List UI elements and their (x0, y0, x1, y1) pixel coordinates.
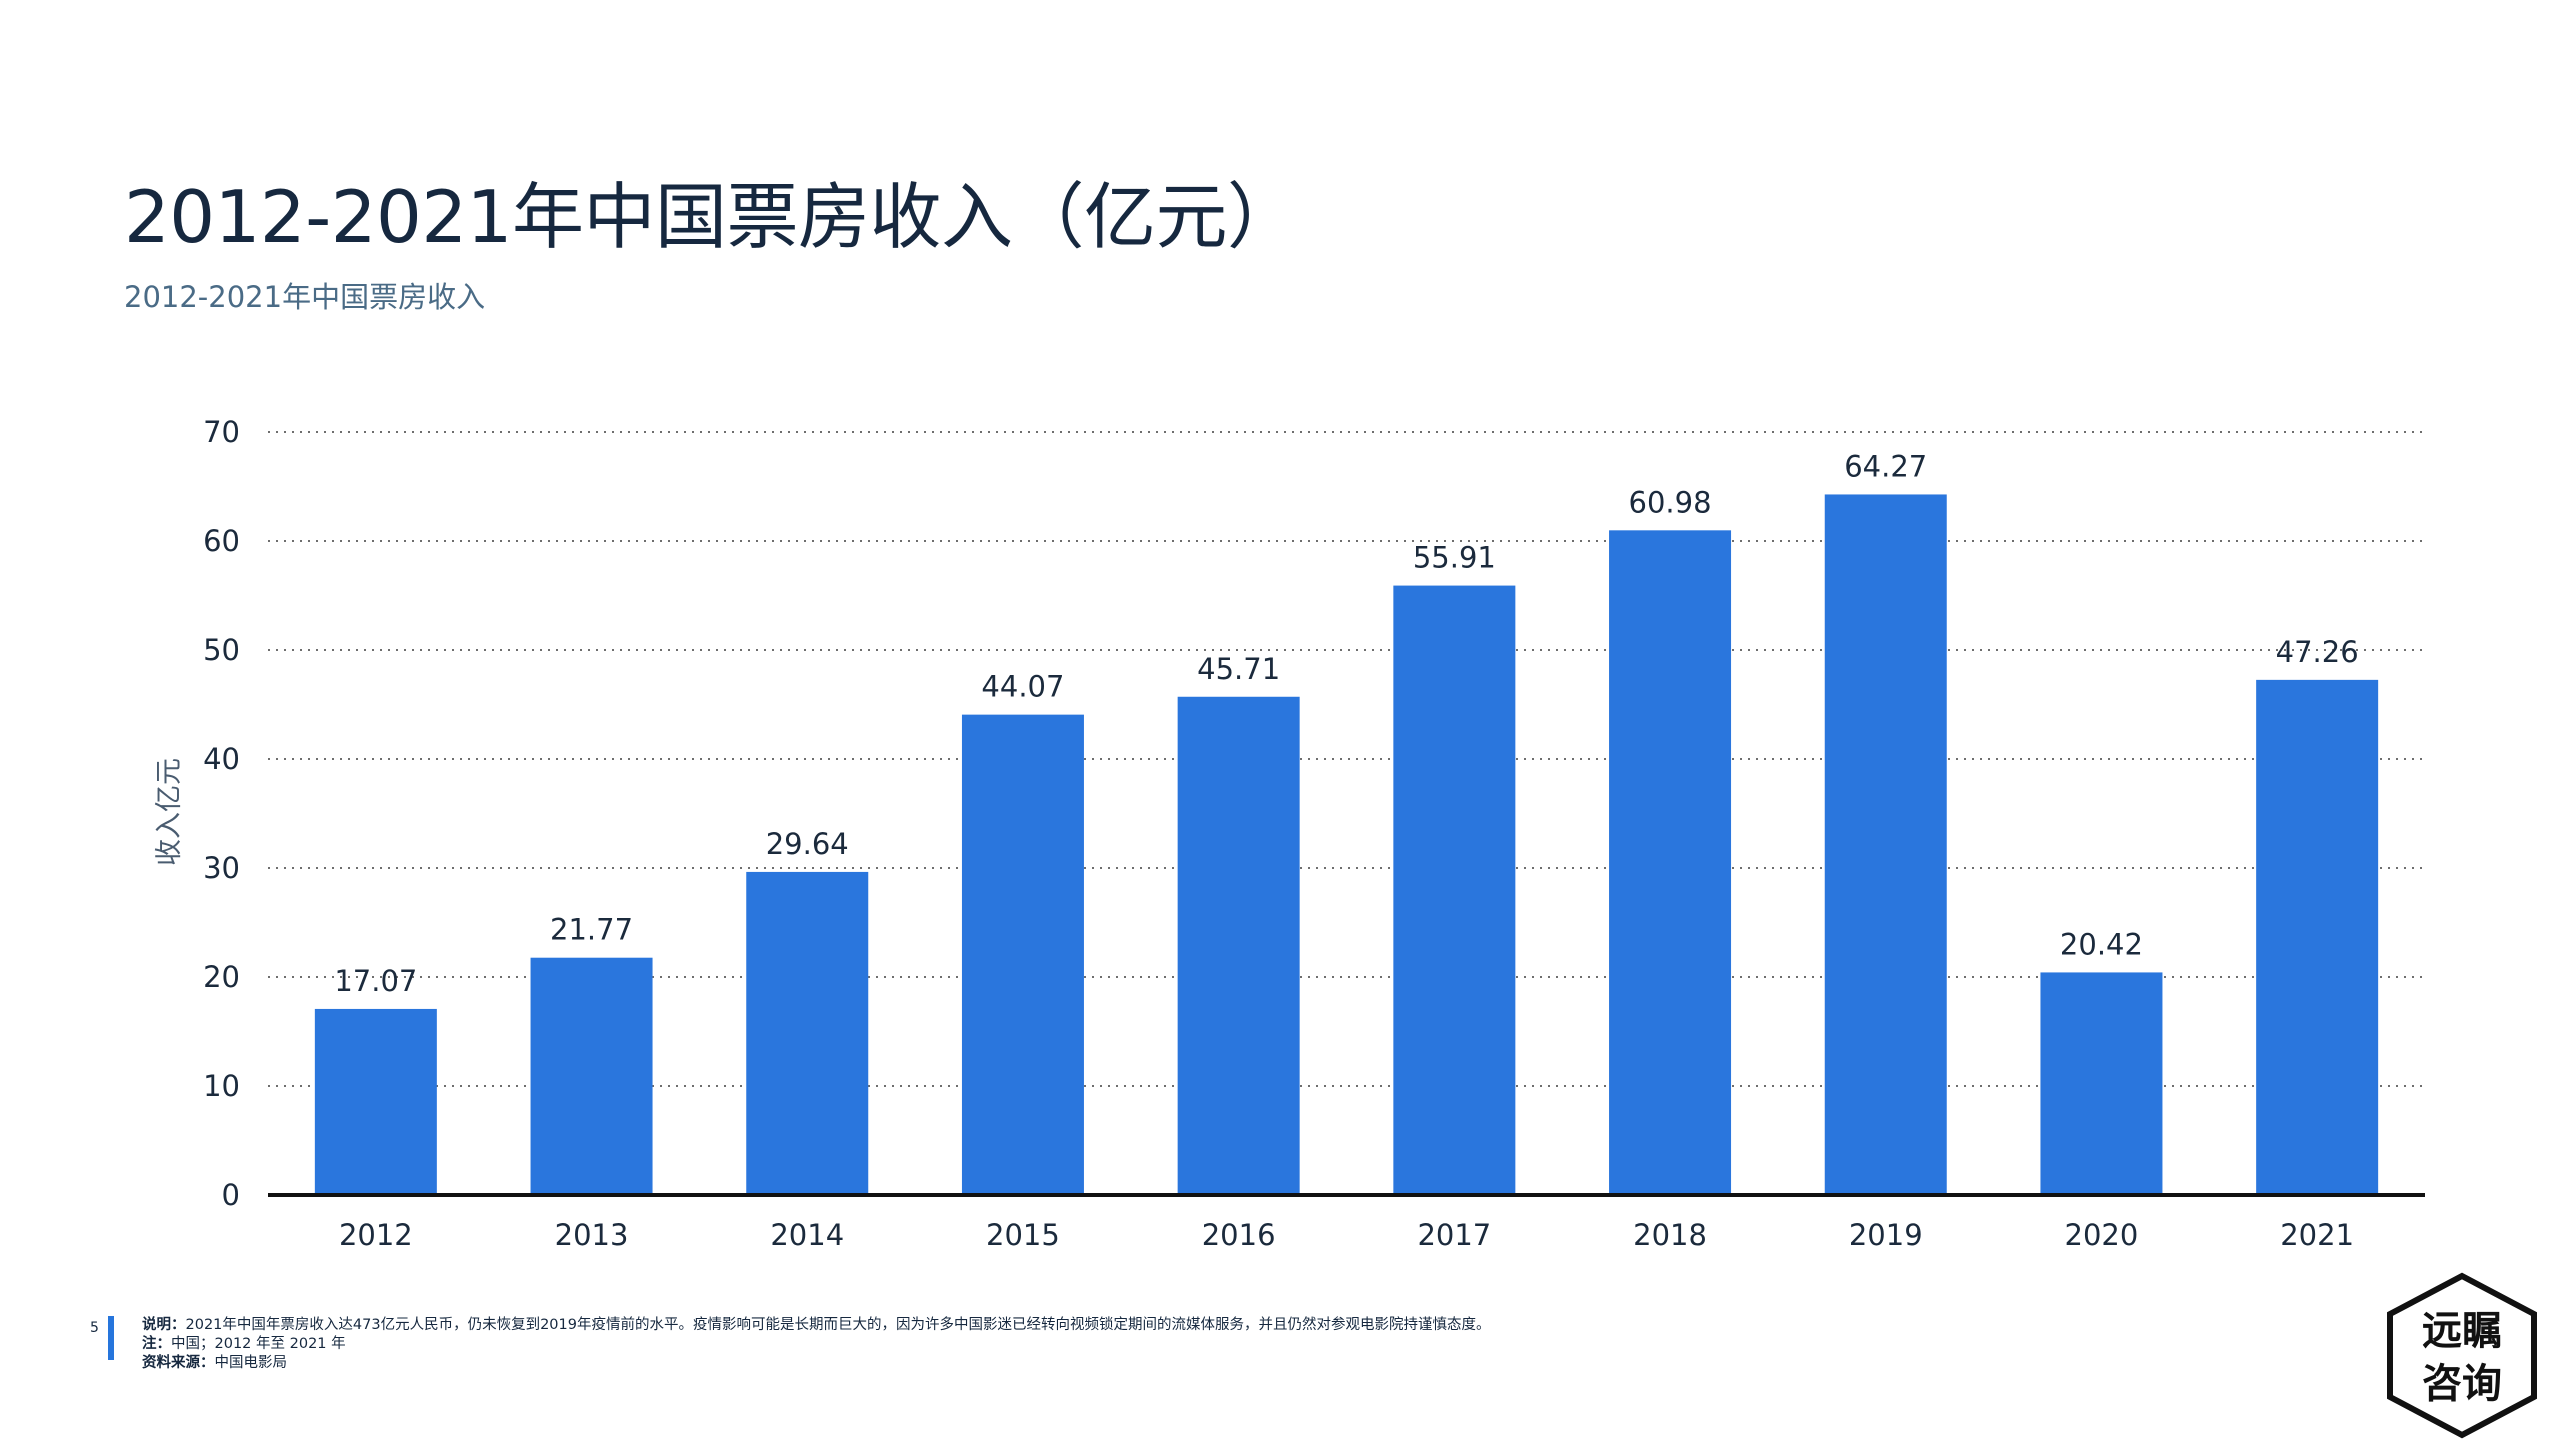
footer-notes: 说明：2021年中国年票房收入达473亿元人民币，仍未恢复到2019年疫情前的水… (142, 1316, 1490, 1373)
value-label: 20.42 (2060, 927, 2143, 961)
value-label: 60.98 (1629, 485, 1712, 519)
note-label: 说明： (142, 1317, 186, 1333)
x-tick-label: 2017 (1417, 1218, 1491, 1252)
source-label: 资料来源： (142, 1355, 215, 1371)
x-tick-label: 2015 (986, 1218, 1060, 1252)
x-tick-label: 2019 (1849, 1218, 1923, 1252)
y-tick-label: 50 (203, 633, 240, 667)
remark-label: 注： (142, 1336, 171, 1352)
value-label: 21.77 (550, 913, 633, 947)
footer-accent-bar (108, 1316, 114, 1360)
bar-2017 (1393, 585, 1516, 1195)
x-tick-label: 2016 (1202, 1218, 1276, 1252)
source-text: 中国电影局 (214, 1355, 288, 1371)
bar-2015 (961, 714, 1084, 1195)
value-label: 47.26 (2276, 635, 2359, 669)
bars (314, 494, 2379, 1195)
remark-text: 中国；2012 年至 2021 年 (171, 1336, 346, 1352)
logo-text-bottom: 咨询 (2422, 1360, 2502, 1407)
note-text: 2021年中国年票房收入达473亿元人民币，仍未恢复到2019年疫情前的水平。疫… (185, 1317, 1491, 1333)
y-tick-label: 20 (203, 960, 240, 994)
value-label: 44.07 (981, 670, 1064, 704)
x-tick-label: 2021 (2280, 1218, 2354, 1252)
bar-2012 (314, 1008, 437, 1195)
value-label: 45.71 (1197, 652, 1280, 686)
note-line: 说明：2021年中国年票房收入达473亿元人民币，仍未恢复到2019年疫情前的水… (142, 1316, 1490, 1335)
bar-2019 (1824, 494, 1947, 1195)
y-tick-label: 60 (203, 524, 240, 558)
y-tick-label: 70 (203, 415, 240, 449)
bar-2021 (2256, 679, 2379, 1195)
bar-2014 (746, 871, 869, 1195)
remark-line: 注：中国；2012 年至 2021 年 (142, 1335, 1490, 1354)
y-tick-label: 0 (222, 1178, 240, 1212)
value-label: 64.27 (1844, 449, 1927, 483)
bar-2016 (1177, 696, 1300, 1195)
page-number: 5 (90, 1320, 99, 1336)
bar-2018 (1609, 530, 1732, 1195)
x-tick-label: 2013 (555, 1218, 629, 1252)
x-tick-label: 2018 (1633, 1218, 1707, 1252)
value-label: 55.91 (1413, 541, 1496, 575)
y-tick-label: 40 (203, 742, 240, 776)
value-label: 29.64 (766, 827, 849, 861)
company-logo: 远瞩 咨询 (2387, 1272, 2537, 1439)
bar-2013 (530, 957, 653, 1195)
x-tick-label: 2012 (339, 1218, 413, 1252)
y-tick-label: 10 (203, 1069, 240, 1103)
y-tick-label: 30 (203, 851, 240, 885)
value-label: 17.07 (334, 964, 417, 998)
page-subtitle: 2012-2021年中国票房收入 (124, 280, 486, 314)
value-labels: 17.07 21.77 29.64 44.07 45.71 55.91 60.98 64.27… (334, 449, 2358, 997)
x-tick-label: 2020 (2065, 1218, 2139, 1252)
x-tick-labels: 2012 2013 2014 2015 2016 2017 2018 2019 2020 2021 (339, 1218, 2354, 1252)
y-tick-labels: 0 10 20 30 40 50 60 70 (203, 415, 240, 1212)
x-tick-label: 2014 (770, 1218, 844, 1252)
logo-text-top: 远瞩 (2422, 1307, 2502, 1354)
source-line: 资料来源：中国电影局 (142, 1354, 1490, 1373)
y-axis-label: 收入亿元 (154, 758, 185, 866)
bar-2020 (2040, 972, 2163, 1195)
page-title: 2012-2021年中国票房收入（亿元） (124, 175, 1299, 259)
